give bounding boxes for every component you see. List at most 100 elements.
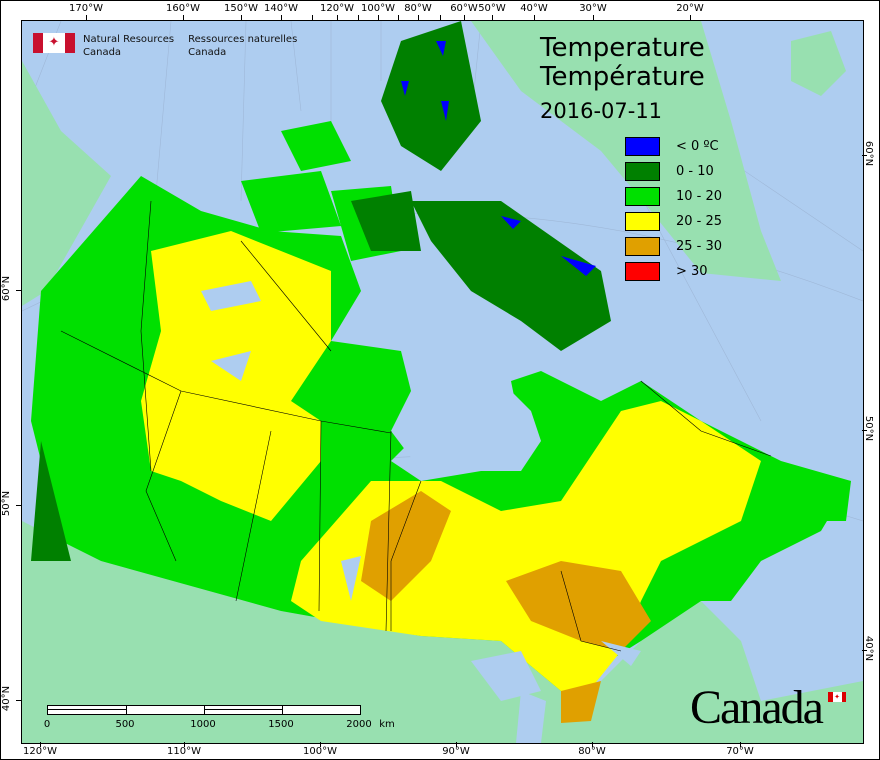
agency-en-line2: Canada bbox=[83, 47, 122, 58]
legend-swatch bbox=[625, 262, 660, 281]
graticule-label: 60°N bbox=[1, 275, 13, 302]
graticule-label: 50°N bbox=[1, 490, 13, 517]
tick-mark bbox=[593, 15, 594, 20]
tick-mark bbox=[281, 15, 282, 20]
provincial-boundaries bbox=[60, 200, 772, 652]
legend-label: 25 - 30 bbox=[676, 239, 723, 254]
nrcan-signature: ✦ Natural Resources Canada Ressources na… bbox=[33, 33, 297, 59]
graticule-label: 140°W bbox=[264, 3, 298, 14]
legend: < 0 ºC 0 - 10 10 - 20 20 - 25 25 - 30 > 30 bbox=[625, 134, 722, 284]
temperature-map bbox=[21, 20, 864, 744]
graticule-label: 100°W bbox=[361, 3, 395, 14]
legend-item: > 30 bbox=[625, 259, 722, 284]
zone-25-30 bbox=[361, 491, 651, 723]
legend-swatch bbox=[625, 187, 660, 206]
graticule-label: 70°W bbox=[726, 746, 754, 757]
tick-mark bbox=[337, 15, 338, 20]
legend-label: 20 - 25 bbox=[676, 214, 723, 229]
tick-mark bbox=[862, 650, 867, 651]
map-title: Temperature Température bbox=[540, 34, 705, 92]
graticule-label: 60°W bbox=[450, 3, 478, 14]
tick-mark bbox=[440, 15, 441, 20]
agency-fr-line2: Canada bbox=[188, 47, 227, 58]
legend-label: > 30 bbox=[676, 264, 708, 279]
graticule-label: 120°W bbox=[23, 746, 57, 757]
tick-mark bbox=[16, 505, 21, 506]
map-date: 2016-07-11 bbox=[540, 99, 663, 123]
legend-item: 10 - 20 bbox=[625, 184, 722, 209]
map-canvas bbox=[22, 21, 863, 743]
tick-mark bbox=[40, 742, 41, 747]
scale-unit: km bbox=[379, 719, 395, 730]
water-bodies bbox=[201, 281, 641, 743]
graticule-label: 80°W bbox=[404, 3, 432, 14]
graticule-label: 110°W bbox=[167, 746, 201, 757]
agency-fr-line1: Ressources naturelles bbox=[188, 34, 298, 45]
graticule-label: 170°W bbox=[69, 3, 103, 14]
tick-mark bbox=[592, 742, 593, 747]
graticule-label: 120°W bbox=[320, 3, 354, 14]
tick-mark bbox=[862, 430, 867, 431]
alaska bbox=[22, 61, 111, 306]
tick-mark bbox=[184, 742, 185, 747]
canada-flag-icon: ✦ bbox=[33, 33, 75, 53]
legend-item: 0 - 10 bbox=[625, 159, 722, 184]
agency-name-fr: Ressources naturelles Canada bbox=[188, 33, 297, 59]
united-states bbox=[22, 521, 863, 743]
title-fr: Température bbox=[540, 62, 705, 92]
scale-label: 1500 bbox=[268, 719, 294, 730]
iceland bbox=[791, 31, 846, 96]
zone-20-25-east bbox=[291, 401, 761, 701]
tick-mark bbox=[492, 15, 493, 20]
tick-mark bbox=[183, 15, 184, 20]
graticule-label: 40°W bbox=[520, 3, 548, 14]
tick-mark bbox=[398, 15, 399, 20]
graticule-label: 40°N bbox=[863, 635, 875, 662]
scale-label: 0 bbox=[43, 719, 51, 730]
graticule-label: 100°W bbox=[303, 746, 337, 757]
legend-label: 0 - 10 bbox=[676, 164, 714, 179]
tick-mark bbox=[740, 742, 741, 747]
tick-mark bbox=[418, 15, 419, 20]
tick-mark bbox=[464, 15, 465, 20]
legend-swatch bbox=[625, 162, 660, 181]
graticule-label: 40°N bbox=[1, 685, 13, 712]
tick-mark bbox=[312, 15, 313, 20]
scale-bar: 0 500 1000 1500 2000 km bbox=[44, 705, 395, 730]
tick-mark bbox=[16, 700, 21, 701]
zone-0-10-arctic bbox=[31, 21, 611, 561]
hudson-bay bbox=[391, 361, 541, 471]
legend-swatch bbox=[625, 137, 660, 156]
tick-mark bbox=[456, 742, 457, 747]
title-en: Temperature bbox=[540, 33, 705, 63]
wordmark-flag-icon: ✦ bbox=[828, 692, 846, 702]
legend-label: 10 - 20 bbox=[676, 189, 723, 204]
tick-mark bbox=[690, 15, 691, 20]
large-lakes bbox=[201, 281, 361, 601]
tick-mark bbox=[378, 15, 379, 20]
tick-mark bbox=[320, 742, 321, 747]
graticule-label: 160°W bbox=[166, 3, 200, 14]
agency-en-line1: Natural Resources bbox=[83, 34, 175, 45]
tick-mark bbox=[16, 290, 21, 291]
legend-item: 25 - 30 bbox=[625, 234, 722, 259]
graticule-label: 30°W bbox=[579, 3, 607, 14]
scale-label: 500 bbox=[115, 719, 135, 730]
graticule-label: 80°W bbox=[578, 746, 606, 757]
graticule-label: 50°N bbox=[863, 415, 875, 442]
tick-mark bbox=[862, 155, 867, 156]
tick-mark bbox=[241, 15, 242, 20]
scale-label: 2000 bbox=[346, 719, 372, 730]
agency-name-en: Natural Resources Canada bbox=[83, 33, 174, 59]
scale-label: 1000 bbox=[190, 719, 216, 730]
scale-bar-graphic bbox=[47, 705, 361, 715]
graticule-label: 20°W bbox=[676, 3, 704, 14]
graticule-label: 150°W bbox=[224, 3, 258, 14]
tick-mark bbox=[358, 15, 359, 20]
tick-mark bbox=[86, 15, 87, 20]
legend-swatch bbox=[625, 212, 660, 231]
tick-mark bbox=[534, 15, 535, 20]
legend-item: 20 - 25 bbox=[625, 209, 722, 234]
graticule-label: 60°N bbox=[863, 140, 875, 167]
legend-label: < 0 ºC bbox=[676, 139, 719, 154]
